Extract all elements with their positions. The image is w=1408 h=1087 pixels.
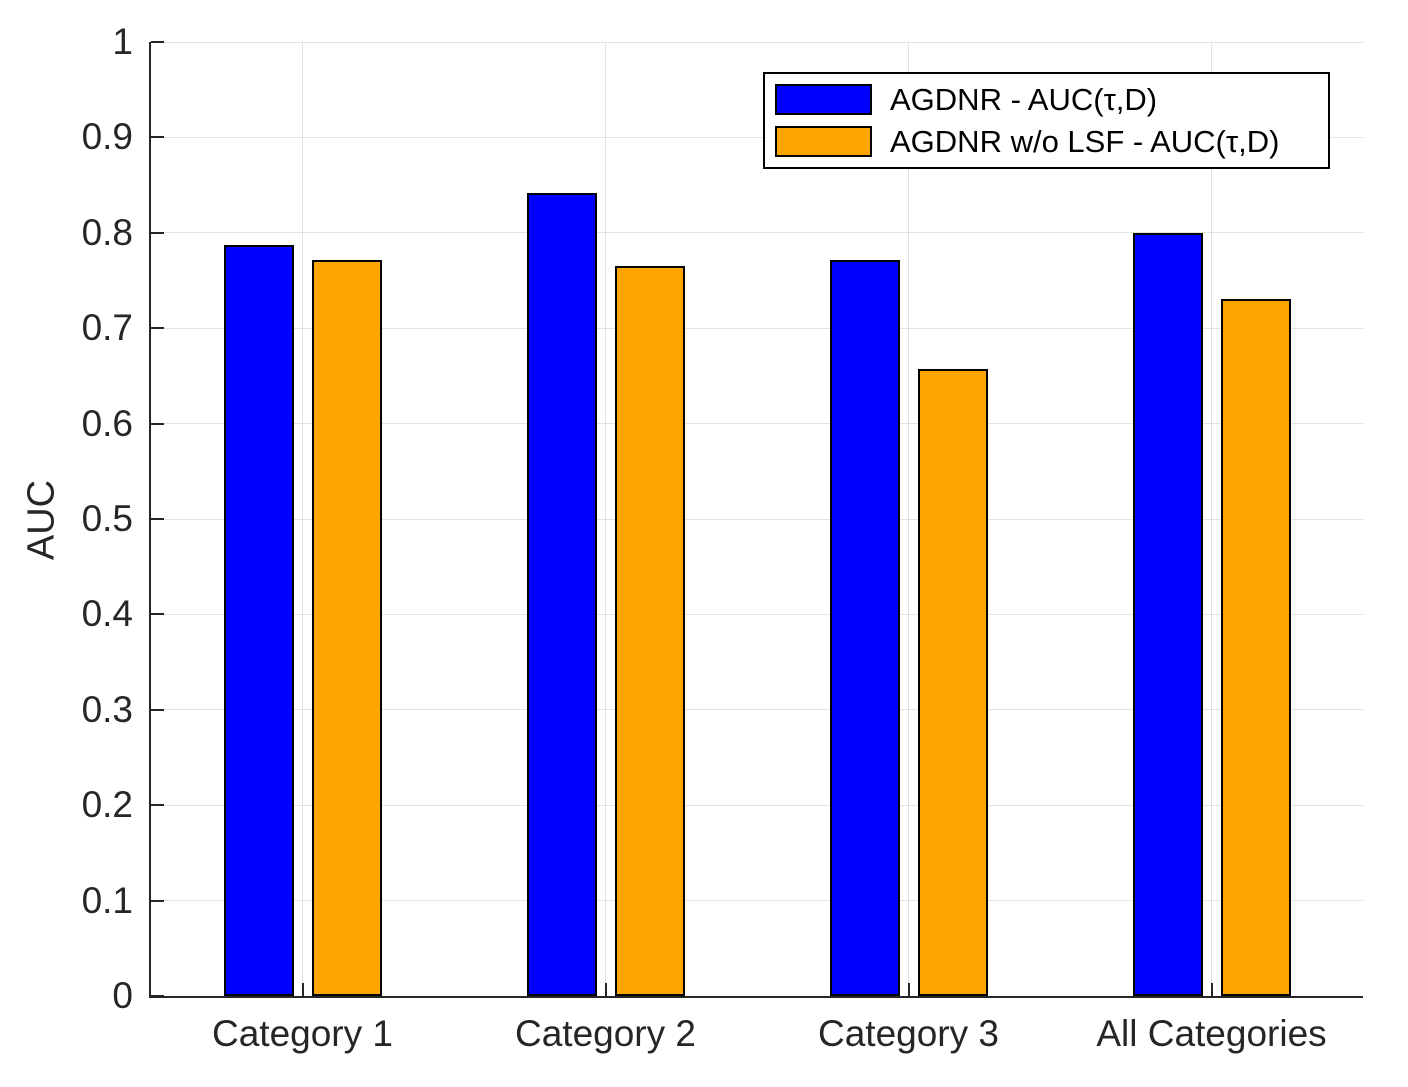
y-tick-mark [151,41,164,43]
legend-entry: AGDNR - AUC(τ,D) [775,83,1328,116]
y-tick-label: 0 [112,975,133,1016]
horizontal-gridline [151,232,1363,234]
horizontal-gridline [151,613,1363,615]
y-axis-tick-labels: 0 0.1 0.2 0.3 0.4 0.5 0.6 0.7 0.8 0.9 1 [0,23,133,1015]
legend: AGDNR - AUC(τ,D) AGDNR w/o LSF - AUC(τ,D) [763,72,1330,169]
x-tick-mark [907,983,910,996]
y-tick-label: 0.9 [81,116,133,158]
horizontal-gridline [151,518,1363,520]
y-tick-mark [151,995,164,997]
tick-marks-layer [151,41,1363,997]
bar-series1-category1 [223,245,294,996]
x-tick-mark [1210,983,1213,996]
y-tick-label: 1 [112,21,133,62]
y-tick-mark [151,899,164,902]
bar-series1-category3 [829,259,900,996]
horizontal-gridline [151,327,1363,329]
y-tick-mark [151,422,164,425]
horizontal-gridline [151,41,1363,43]
plot-area [149,41,1363,998]
x-tick-label: Category 3 [818,1013,999,1054]
bar-series1-category4 [1132,232,1203,996]
vertical-gridline [605,42,606,996]
horizontal-gridline [151,900,1363,902]
x-tick-mark [604,983,607,996]
horizontal-gridline [151,423,1363,425]
bar-series2-category2 [614,266,685,996]
y-tick-mark [151,327,164,330]
horizontal-gridline [151,136,1363,138]
y-tick-label: 0.2 [81,784,133,826]
y-tick-label: 0.6 [81,402,133,444]
vertical-gridline [1211,42,1212,996]
y-tick-mark [151,708,164,711]
horizontal-gridline [151,804,1363,806]
vertical-gridline [302,42,303,996]
legend-entry: AGDNR w/o LSF - AUC(τ,D) [775,125,1328,158]
vertical-gridline [908,42,909,996]
y-tick-mark [151,136,164,139]
y-tick-label: 0.4 [81,593,133,635]
legend-label: AGDNR w/o LSF - AUC(τ,D) [890,124,1280,159]
y-tick-label: 0.8 [81,211,133,253]
y-tick-label: 0.3 [81,688,133,730]
legend-label: AGDNR - AUC(τ,D) [890,82,1158,117]
bar-series2-category1 [311,259,382,996]
y-tick-mark [151,231,164,234]
y-tick-mark [151,518,164,520]
x-axis-tick-labels: Category 1 Category 2 Category 3 All Catego… [151,1014,1363,1064]
bar-series1-category2 [526,192,597,996]
x-tick-label: Category 2 [515,1013,696,1054]
horizontal-gridline [151,709,1363,711]
y-tick-mark [151,613,164,616]
legend-swatch [775,126,872,157]
y-tick-label: 0.5 [81,498,133,539]
y-tick-label: 0.1 [81,879,133,921]
x-tick-label: All Categories [1096,1013,1327,1054]
y-tick-label: 0.7 [81,307,133,349]
bar-series2-category4 [1220,298,1291,996]
legend-swatch [775,84,872,115]
x-tick-mark [301,983,304,996]
bars-layer [151,42,1363,996]
bar-series2-category3 [917,369,988,996]
y-tick-mark [151,804,164,807]
grid-layer [151,41,1363,996]
x-tick-label: Category 1 [212,1013,393,1054]
